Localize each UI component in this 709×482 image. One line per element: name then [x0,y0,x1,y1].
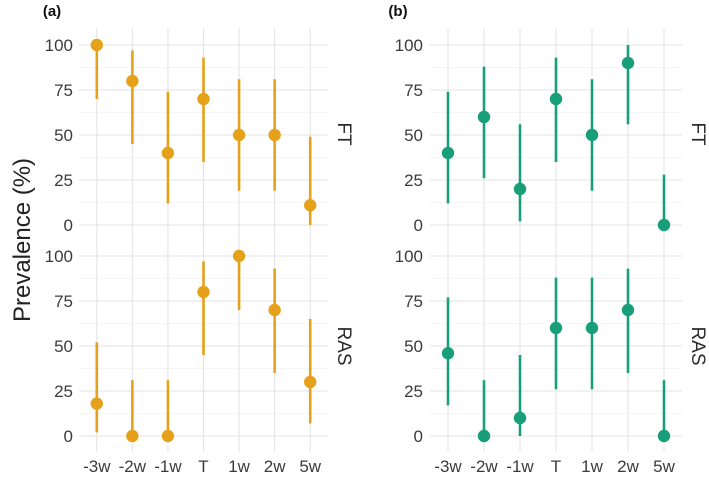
y-tick-label: 0 [64,216,73,235]
data-point [549,92,563,106]
data-point [161,146,175,160]
y-tick-label: 50 [54,337,73,356]
data-point [90,397,103,410]
facet-ras [79,240,328,452]
y-tick-label: 100 [45,247,73,266]
data-point [304,375,317,389]
y-tick-label: 75 [54,292,73,311]
data-point [549,321,563,335]
x-tick-label: -2w [470,457,498,476]
y-axis-label: Prevalence (%) [9,158,36,322]
y-tick-label: 100 [395,36,423,55]
data-point [197,285,210,299]
data-point [621,56,635,70]
data-point [232,128,246,142]
x-tick-label: 2w [264,457,286,476]
y-tick-label: 25 [404,171,423,190]
data-point [126,74,139,88]
data-point [621,303,635,317]
y-tick-label: 50 [404,126,423,145]
data-point [513,182,527,196]
y-tick-label: 25 [54,382,73,401]
data-point [161,429,175,443]
data-point [304,199,317,212]
x-tick-label: -1w [154,457,182,476]
data-point [90,38,103,52]
y-tick-label: 100 [45,36,73,55]
y-tick-label: 50 [404,337,423,356]
data-point [585,128,599,142]
y-tick-label: 75 [404,292,423,311]
data-point [441,347,455,360]
x-tick-label: 1w [228,457,250,476]
data-point [513,411,527,425]
facet-strip-label: FT [333,122,354,146]
data-point [477,110,491,124]
panel-label: (a) [43,3,61,20]
facet-ft [79,28,328,240]
y-tick-label: 0 [414,427,423,446]
x-tick-label: -3w [83,457,111,476]
x-tick-label: -1w [506,457,534,476]
y-tick-label: 25 [404,382,423,401]
facet-strip-label: RAS [333,326,354,365]
data-point [477,429,491,443]
y-tick-label: 75 [404,81,423,100]
facet-ft [430,28,682,240]
facet-strip-label: FT [687,122,708,146]
y-tick-label: 0 [64,427,73,446]
facet-ras [430,240,682,452]
data-point [657,218,671,232]
x-tick-label: -3w [434,457,462,476]
x-tick-label: 2w [617,457,639,476]
data-point [126,429,139,443]
panel-label: (b) [388,3,407,20]
data-point [268,303,281,317]
y-tick-label: 0 [414,216,423,235]
data-point [585,321,599,335]
y-tick-label: 100 [395,247,423,266]
x-tick-label: T [198,457,208,476]
x-tick-label: T [551,457,561,476]
data-point [268,128,281,142]
y-tick-label: 75 [54,81,73,100]
x-tick-label: 1w [581,457,603,476]
x-tick-label: 5w [653,457,675,476]
data-point [657,429,671,443]
data-point [441,146,455,160]
x-tick-label: -2w [119,457,147,476]
facet-strip-label: RAS [687,326,708,365]
data-point [197,92,210,106]
y-tick-label: 50 [54,126,73,145]
x-tick-label: 5w [299,457,321,476]
data-point [232,249,246,263]
y-tick-label: 25 [54,171,73,190]
